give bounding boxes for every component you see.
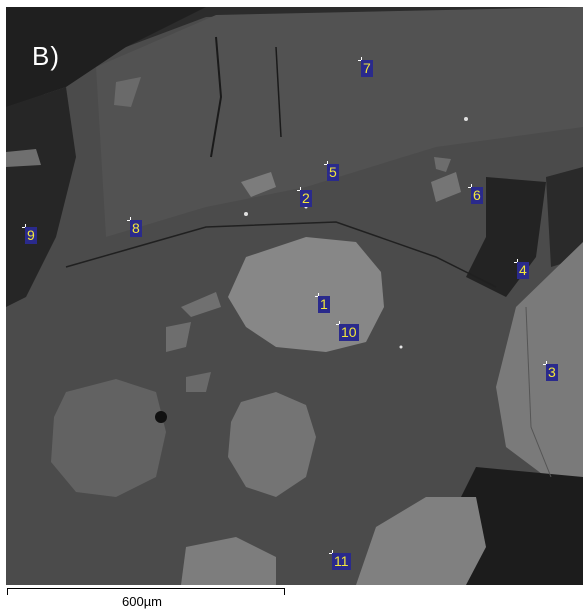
- spot-label: 4: [517, 262, 529, 279]
- spot-label: 2: [300, 190, 312, 207]
- spot-label: 6: [471, 187, 483, 204]
- spot-label: 5: [327, 164, 339, 181]
- spot-label: 9: [25, 227, 37, 244]
- spot-label: 10: [339, 324, 359, 341]
- spot-label: 8: [130, 220, 142, 237]
- scale-bar: [7, 588, 285, 595]
- spot-label: 11: [332, 553, 351, 570]
- bse-micrograph: B) 1 2 3 4 5 6 7: [6, 7, 583, 585]
- spot-label: 7: [361, 60, 373, 77]
- spot-label: 3: [546, 364, 558, 381]
- micrograph-texture: [6, 7, 583, 585]
- spot-label: 1: [318, 296, 330, 313]
- scale-bar-label: 600µm: [122, 594, 163, 609]
- panel-label: B): [32, 41, 60, 71]
